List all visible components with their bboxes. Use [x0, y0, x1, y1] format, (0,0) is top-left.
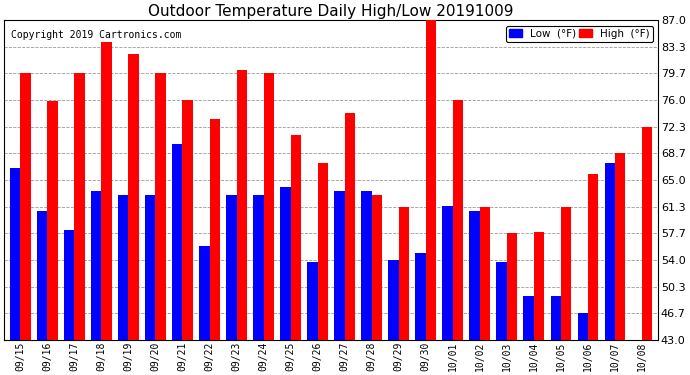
Bar: [172, 144, 182, 375]
Bar: [399, 207, 409, 375]
Bar: [642, 127, 652, 375]
Bar: [388, 260, 399, 375]
Bar: [21, 74, 30, 375]
Text: Copyright 2019 Cartronics.com: Copyright 2019 Cartronics.com: [11, 30, 181, 40]
Bar: [588, 174, 598, 375]
Title: Outdoor Temperature Daily High/Low 20191009: Outdoor Temperature Daily High/Low 20191…: [148, 4, 514, 19]
Bar: [506, 233, 517, 375]
Bar: [615, 153, 625, 375]
Bar: [48, 101, 58, 375]
Bar: [362, 191, 372, 375]
Legend: Low  (°F), High  (°F): Low (°F), High (°F): [506, 26, 653, 42]
Bar: [253, 195, 264, 375]
Bar: [372, 195, 382, 375]
Bar: [237, 70, 247, 375]
Bar: [426, 20, 436, 375]
Bar: [264, 74, 274, 375]
Bar: [578, 313, 588, 375]
Bar: [37, 211, 48, 375]
Bar: [210, 119, 220, 375]
Bar: [524, 297, 534, 375]
Bar: [91, 191, 101, 375]
Bar: [182, 100, 193, 375]
Bar: [101, 42, 112, 375]
Bar: [128, 54, 139, 375]
Bar: [415, 253, 426, 375]
Bar: [290, 135, 301, 375]
Bar: [561, 207, 571, 375]
Bar: [534, 232, 544, 375]
Bar: [344, 112, 355, 375]
Bar: [155, 74, 166, 375]
Bar: [10, 168, 21, 375]
Bar: [75, 74, 85, 375]
Bar: [631, 340, 642, 375]
Bar: [497, 262, 506, 375]
Bar: [480, 207, 490, 375]
Bar: [307, 262, 317, 375]
Bar: [145, 195, 155, 375]
Bar: [604, 163, 615, 375]
Bar: [317, 164, 328, 375]
Bar: [226, 195, 237, 375]
Bar: [280, 188, 290, 375]
Bar: [442, 206, 453, 375]
Bar: [335, 191, 344, 375]
Bar: [64, 230, 75, 375]
Bar: [469, 211, 480, 375]
Bar: [453, 100, 463, 375]
Bar: [199, 246, 210, 375]
Bar: [551, 297, 561, 375]
Bar: [118, 195, 128, 375]
